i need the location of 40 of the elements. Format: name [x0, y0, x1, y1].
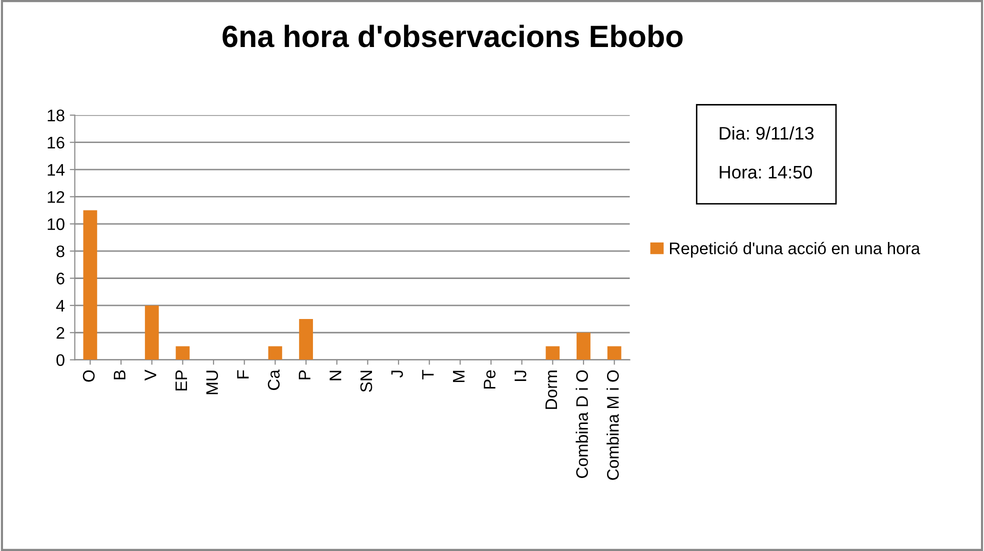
x-tick-label: IJ [514, 370, 526, 381]
y-tick-label: 8 [56, 245, 64, 258]
x-tick-label: F [237, 370, 249, 378]
bar [607, 346, 622, 360]
bar [576, 332, 590, 360]
y-tick-label: 10 [48, 218, 64, 230]
bar [176, 346, 190, 360]
chart-title: 6na hora d'observacions Ebobo [222, 24, 683, 48]
x-tick-label: O [82, 370, 95, 382]
x-tick-label: Pe [484, 370, 496, 389]
bar [144, 305, 159, 360]
x-tick-label: N [330, 370, 342, 380]
bar [546, 346, 560, 360]
y-tick-label: 12 [48, 191, 64, 203]
x-tick-label: B [114, 370, 126, 380]
y-tick-label: 4 [56, 300, 65, 312]
text: Hora: 14:50 [720, 166, 812, 179]
bar [83, 210, 98, 360]
text: Dia: 9/11/13 [720, 126, 814, 140]
bar [299, 319, 313, 360]
y-tick-label: 14 [48, 164, 65, 176]
bar [268, 346, 282, 360]
x-tick-label: Ca [268, 370, 280, 390]
x-tick-label: M [453, 370, 464, 382]
x-tick-label: V [144, 370, 156, 381]
x-tick-label: T [422, 370, 434, 380]
legend-label: Repetició d'una acció en una hora [670, 242, 920, 258]
x-tick-label: SN [360, 370, 372, 392]
y-tick-label: 2 [56, 327, 64, 339]
x-tick-label: EP [176, 370, 188, 390]
x-tick-label: J [391, 370, 403, 378]
x-tick-label: P [298, 370, 310, 380]
y-tick-label: 16 [48, 136, 64, 149]
x-tick-label: Dorm [546, 370, 558, 409]
y-tick-label: 0 [56, 354, 64, 366]
y-tick-label: 6 [56, 272, 64, 284]
y-tick-label: 18 [48, 110, 64, 122]
x-tick-label: MU [206, 370, 218, 394]
x-tick-label: Combina M i O [606, 370, 619, 480]
x-tick-label: Combina D i O [576, 370, 588, 478]
